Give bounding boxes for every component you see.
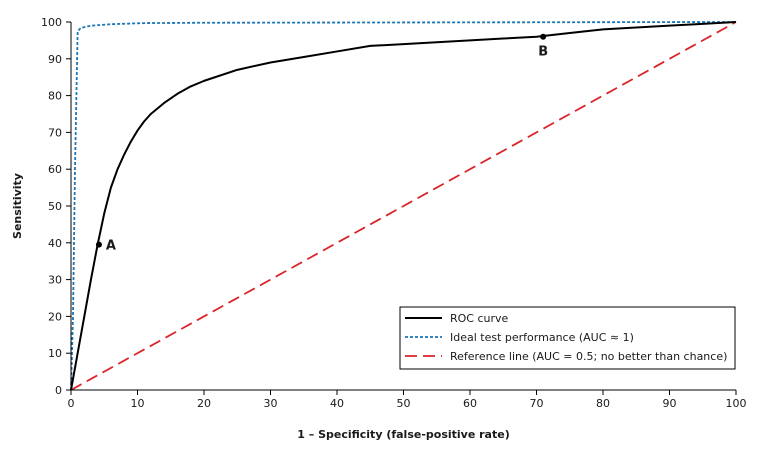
y-tick-label: 20 <box>48 310 62 323</box>
y-tick-label: 40 <box>48 237 62 250</box>
x-tick-label: 30 <box>264 397 278 410</box>
legend-label: Reference line (AUC = 0.5; no better tha… <box>450 350 727 363</box>
x-tick-label: 60 <box>463 397 477 410</box>
annotation-label-b: B <box>538 45 548 60</box>
legend-box <box>399 306 736 370</box>
x-axis-title: 1 – Specificity (false-positive rate) <box>297 428 509 441</box>
x-tick-label: 70 <box>530 397 544 410</box>
series-line-dotted <box>70 21 737 391</box>
y-axis-title: Sensitivity <box>11 173 24 239</box>
axes: 0 10 20 30 40 50 60 70 80 90 100 0 10 20 30 40 50 60 70 80… <box>41 16 747 410</box>
annotation-point-a <box>95 241 102 248</box>
y-tick-label: 90 <box>48 53 62 66</box>
y-tick-label: 10 <box>48 347 62 360</box>
series-line-solid <box>70 21 737 391</box>
x-tick-label: 80 <box>596 397 610 410</box>
y-tick-label: 70 <box>48 126 62 139</box>
y-tick-label: 30 <box>48 274 62 287</box>
x-tick-label: 20 <box>197 397 211 410</box>
x-tick-label: 90 <box>663 397 677 410</box>
annotation-label-a: A <box>106 239 116 254</box>
x-tick-label: 0 <box>68 397 75 410</box>
legend-label: ROC curve <box>450 312 509 325</box>
plot-area <box>70 21 737 391</box>
y-tick-label: 50 <box>48 200 62 213</box>
y-tick-label: 100 <box>41 16 62 29</box>
y-tick-label: 0 <box>55 384 62 397</box>
x-ticks: 0 10 20 30 40 50 60 70 80 90 100 <box>68 390 747 410</box>
legend-label: Ideal test performance (AUC ≈ 1) <box>450 331 634 344</box>
annotations: AB <box>95 33 548 254</box>
annotation-point-b <box>540 33 547 40</box>
x-tick-label: 100 <box>726 397 747 410</box>
x-tick-label: 10 <box>131 397 145 410</box>
series-line-dashed <box>70 21 737 391</box>
x-tick-label: 40 <box>330 397 344 410</box>
y-ticks: 0 10 20 30 40 50 60 70 80 90 100 <box>41 16 71 397</box>
y-tick-label: 80 <box>48 90 62 103</box>
legend: ROC curve Ideal test performance (AUC ≈ 1… <box>399 306 736 370</box>
x-tick-label: 50 <box>397 397 411 410</box>
y-tick-label: 60 <box>48 163 62 176</box>
